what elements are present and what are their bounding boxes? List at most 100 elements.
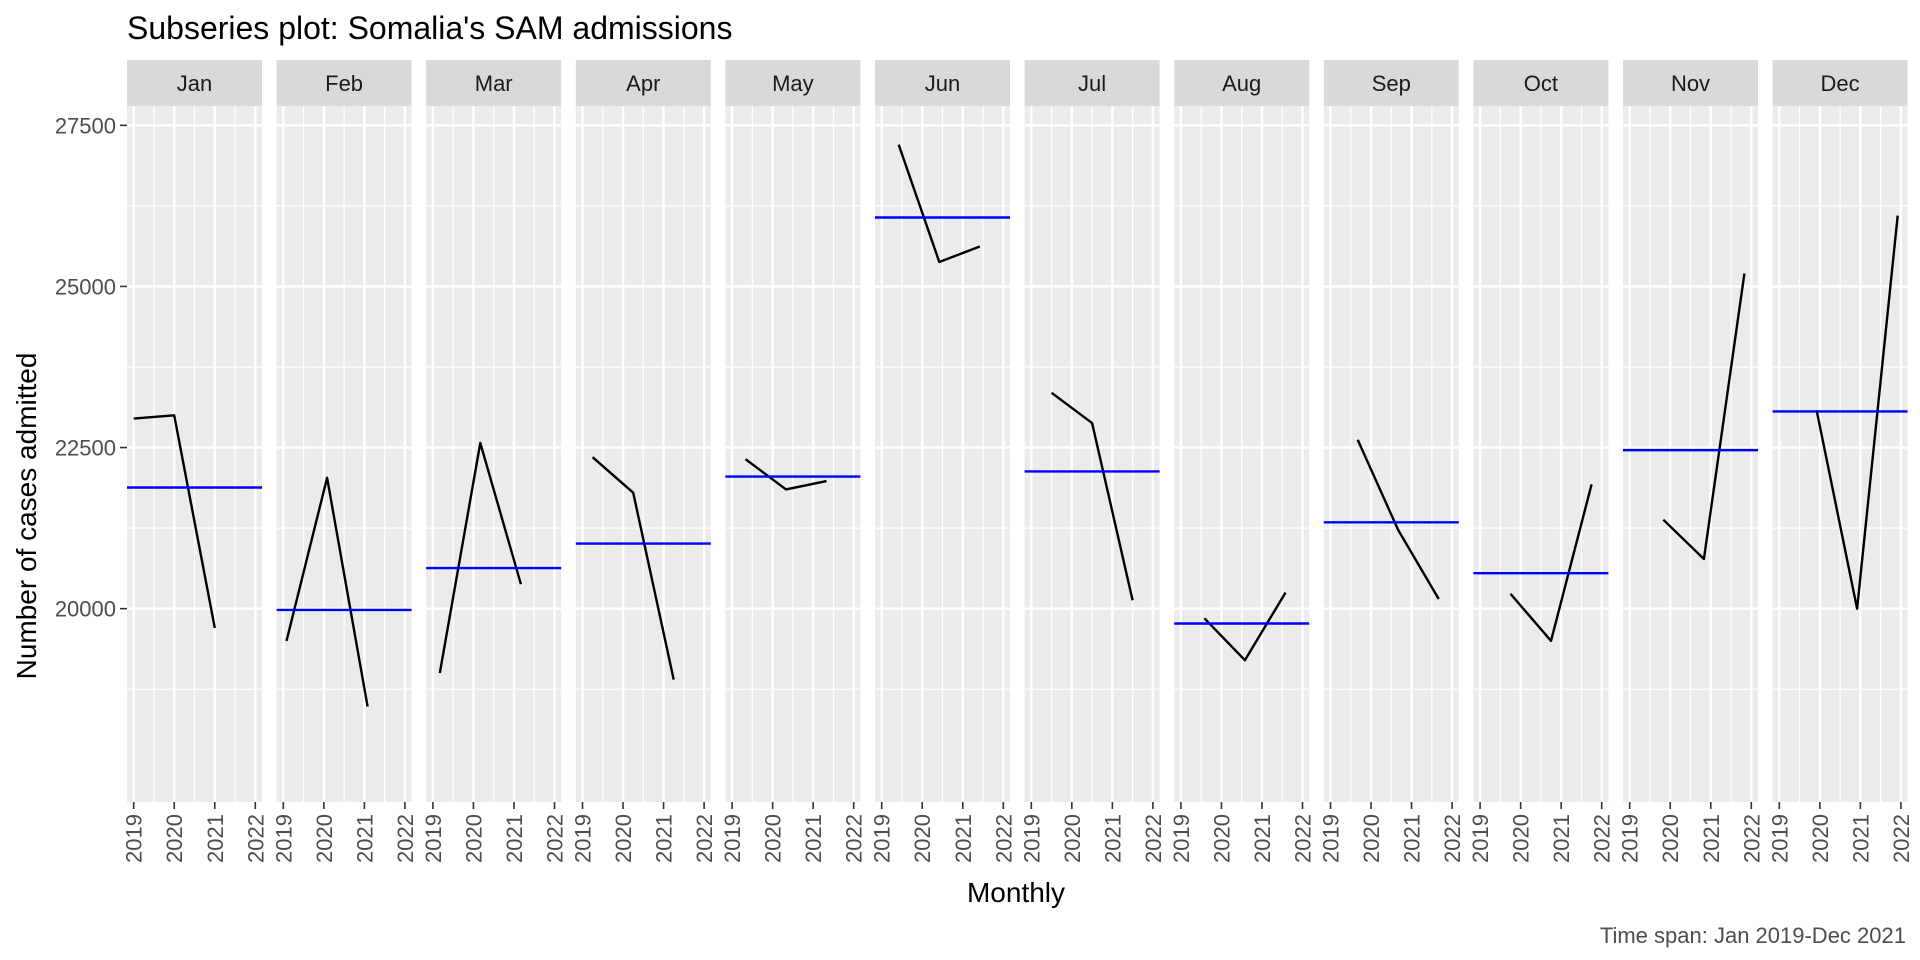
x-tick-label: 2019 (1468, 814, 1493, 863)
x-tick-label: 2020 (312, 814, 337, 863)
y-tick-label: 25000 (55, 274, 116, 299)
x-tick-label: 2019 (1618, 814, 1643, 863)
x-tick-label: 2022 (393, 814, 418, 863)
strip-label: Sep (1372, 71, 1411, 96)
strip-label: Mar (475, 71, 513, 96)
strip-background (725, 60, 861, 106)
x-tick-label: 2022 (243, 814, 268, 863)
y-axis: 20000 22500 25000 27500 (55, 113, 127, 622)
x-tick-label: 2022 (1291, 814, 1316, 863)
x-tick-label: 2022 (991, 814, 1016, 863)
series-line-sep (1356, 439, 1440, 600)
x-tick-label: 2021 (502, 814, 527, 863)
panel-mar: Mar 2019 2020 2021 2022 (421, 60, 568, 863)
panel-oct: Oct 2019 2020 2021 2022 (1468, 60, 1615, 863)
x-tick-label: 2022 (543, 814, 568, 863)
strip-label: Apr (626, 71, 660, 96)
series-line-may (744, 458, 827, 491)
y-axis-title: Number of cases admitted (11, 353, 42, 680)
strip-background (1174, 60, 1310, 106)
x-tick-label: 2019 (870, 814, 895, 863)
series-line-apr (591, 456, 675, 680)
x-tick-label: 2021 (352, 814, 377, 863)
strip-label: May (772, 71, 814, 96)
x-tick-label: 2020 (1209, 814, 1234, 863)
panel-may: May 2019 2020 2021 2022 (720, 60, 867, 863)
x-tick-label: 2020 (1658, 814, 1683, 863)
strip-label: Nov (1671, 71, 1710, 96)
panel-dec: Dec 2019 2020 2021 2022 (1767, 60, 1914, 863)
strip-label: Aug (1222, 71, 1261, 96)
strip-background (127, 60, 262, 106)
x-tick-label: 2022 (1440, 814, 1465, 863)
x-tick-label: 2022 (1590, 814, 1615, 863)
chart-caption: Time span: Jan 2019-Dec 2021 (1600, 923, 1906, 948)
panel-nov: Nov 2019 2020 2021 2022 (1618, 60, 1764, 863)
x-tick-label: 2021 (1100, 814, 1125, 863)
y-tick-label: 20000 (55, 597, 116, 622)
panel-sep: Sep 2019 2020 2021 2022 (1319, 60, 1465, 863)
x-tick-label: 2019 (421, 814, 446, 863)
x-tick-label: 2019 (1767, 814, 1792, 863)
x-tick-label: 2019 (571, 814, 596, 863)
strip-background (1772, 60, 1908, 106)
x-tick-label: 2020 (461, 814, 486, 863)
x-tick-label: 2022 (842, 814, 867, 863)
strip-label: Jul (1078, 71, 1106, 96)
x-tick-label: 2019 (720, 814, 745, 863)
panel-jul: Jul 2019 2020 2021 2022 (1019, 60, 1166, 863)
x-tick-label: 2020 (1359, 814, 1384, 863)
panel-feb: Feb 2019 2020 2021 2022 (271, 60, 418, 863)
panel-jan: Jan 2019 2020 2021 2022 (122, 60, 268, 863)
series-line-aug (1203, 591, 1287, 662)
x-axis-title: Monthly (967, 877, 1065, 908)
y-tick-label: 22500 (55, 436, 116, 461)
x-tick-label: 2019 (1169, 814, 1194, 863)
x-tick-label: 2022 (1889, 814, 1914, 863)
series-line-feb (285, 476, 369, 707)
strip-label: Oct (1524, 71, 1558, 96)
strip-background (1473, 60, 1609, 106)
series-line-mar (438, 441, 523, 674)
x-tick-label: 2022 (692, 814, 717, 863)
series-line-oct (1509, 483, 1593, 643)
x-tick-label: 2020 (611, 814, 636, 863)
x-tick-label: 2021 (652, 814, 677, 863)
strip-background (575, 60, 711, 106)
panel-jun: Jun 2019 2020 2021 2022 (870, 60, 1016, 863)
series-line-jan (133, 414, 216, 629)
panel-aug: Aug 2019 2020 2021 2022 (1169, 60, 1316, 863)
x-tick-label: 2020 (910, 814, 935, 863)
x-tick-label: 2021 (1549, 814, 1574, 863)
x-tick-label: 2020 (761, 814, 786, 863)
x-tick-label: 2019 (271, 814, 296, 863)
x-tick-label: 2020 (1808, 814, 1833, 863)
x-tick-label: 2021 (801, 814, 826, 863)
x-tick-label: 2021 (951, 814, 976, 863)
series-line-jul (1050, 391, 1134, 601)
strip-background (276, 60, 412, 106)
x-tick-label: 2020 (162, 814, 187, 863)
chart-title: Subseries plot: Somalia's SAM admissions (127, 10, 732, 46)
strip-background (426, 60, 562, 106)
series-line-dec (1815, 215, 1899, 610)
x-tick-label: 2021 (1250, 814, 1275, 863)
x-tick-label: 2022 (1141, 814, 1166, 863)
x-tick-label: 2021 (1699, 814, 1724, 863)
strip-label: Jan (177, 71, 212, 96)
series-line-nov (1662, 273, 1746, 561)
strip-label: Jun (925, 71, 960, 96)
strip-background (1623, 60, 1758, 106)
x-tick-label: 2020 (1060, 814, 1085, 863)
x-tick-label: 2021 (203, 814, 228, 863)
strip-label: Dec (1821, 71, 1860, 96)
panel-apr: Apr 2019 2020 2021 2022 (571, 60, 717, 863)
strip-background (1024, 60, 1160, 106)
x-tick-label: 2019 (1319, 814, 1344, 863)
x-tick-label: 2019 (122, 814, 147, 863)
strip-label: Feb (325, 71, 363, 96)
x-tick-label: 2020 (1509, 814, 1534, 863)
